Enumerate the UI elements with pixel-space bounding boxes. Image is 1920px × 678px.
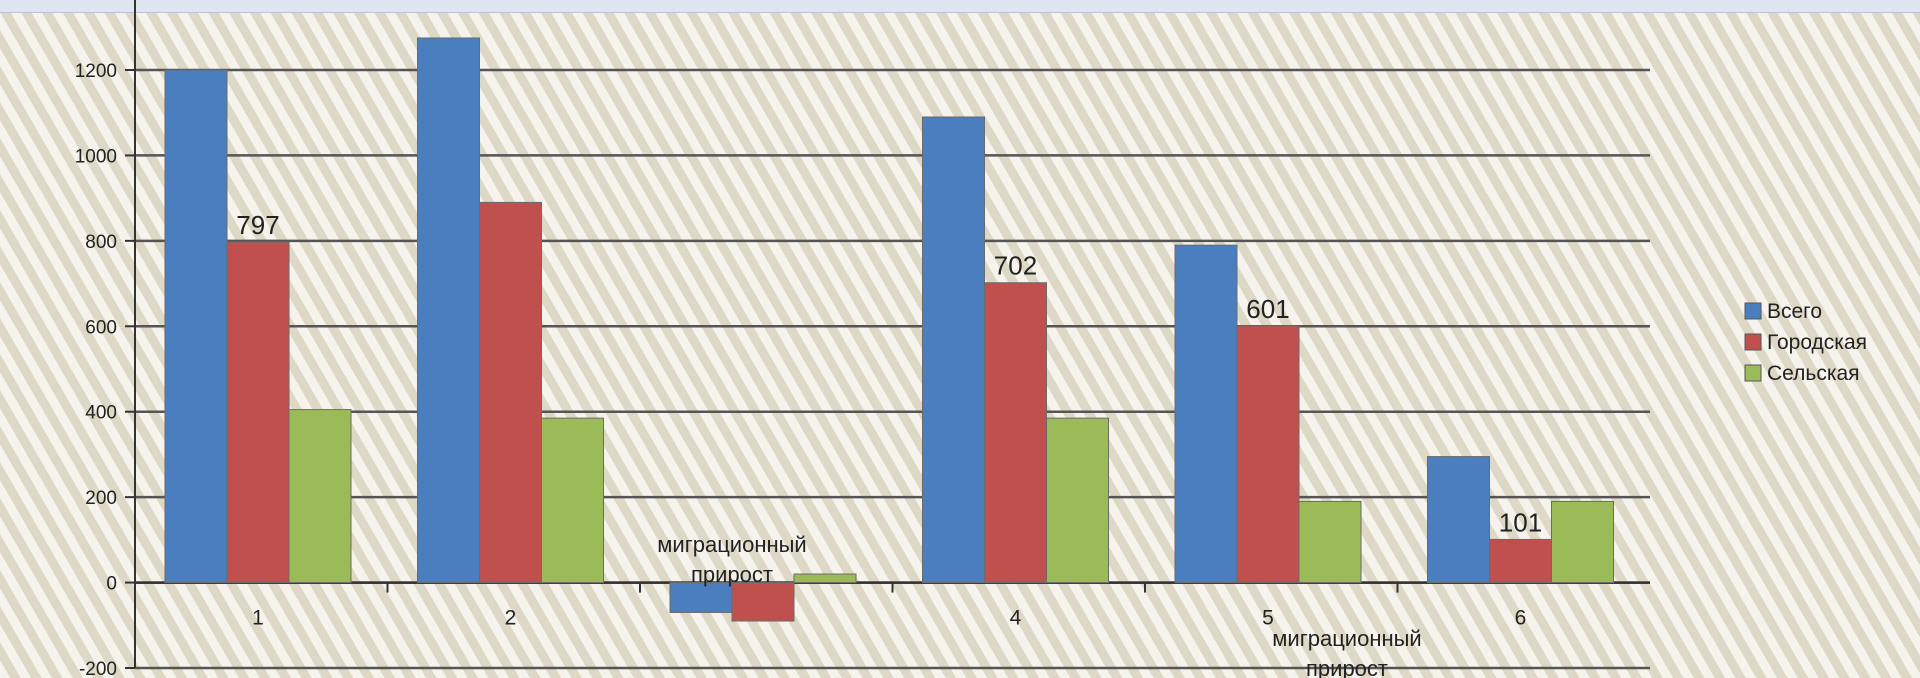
bar — [479, 201, 542, 584]
y-tick-label: 600 — [85, 317, 117, 338]
bar — [1174, 244, 1238, 584]
bar — [1046, 417, 1109, 584]
data-label: 601 — [1246, 294, 1289, 324]
annotation-text: миграционный — [657, 532, 806, 557]
y-tick-label: 1200 — [75, 61, 117, 82]
bar — [1551, 500, 1614, 584]
bar — [1298, 500, 1362, 584]
x-tick-label: 5 — [1262, 607, 1274, 630]
y-tick-label: 0 — [106, 574, 117, 595]
bar — [541, 417, 604, 584]
bar — [922, 116, 985, 584]
bar — [417, 37, 480, 584]
legend-swatch — [1744, 333, 1762, 351]
x-tick-label: 6 — [1515, 607, 1527, 630]
bar — [1427, 456, 1490, 584]
bar — [288, 409, 352, 584]
x-tick-label: 1 — [252, 607, 264, 630]
bar — [226, 241, 290, 584]
annotation-text: прирост — [691, 562, 773, 587]
annotation-text: миграционный — [1272, 626, 1421, 651]
annotation-text: прирост — [1306, 656, 1388, 678]
bar — [1489, 538, 1552, 584]
legend-label: Сельская — [1767, 362, 1860, 385]
data-label: 101 — [1499, 507, 1542, 537]
top-border-strip — [0, 0, 1920, 13]
bar — [1236, 325, 1300, 584]
bar — [669, 582, 733, 613]
y-tick-label: 800 — [85, 232, 117, 253]
legend-swatch — [1744, 302, 1762, 320]
bar — [731, 582, 795, 622]
bar — [984, 282, 1047, 584]
legend-swatch — [1744, 364, 1762, 382]
bar — [793, 573, 857, 584]
x-tick-label: 4 — [1010, 607, 1022, 630]
y-tick-label: 400 — [85, 403, 117, 424]
x-tick-label: 2 — [505, 607, 517, 630]
data-label: 797 — [236, 210, 279, 240]
bar — [164, 69, 228, 584]
y-tick-label: -200 — [79, 659, 117, 678]
data-label: 702 — [994, 251, 1037, 281]
legend-label: Всего — [1767, 300, 1822, 323]
legend-label: Городская — [1767, 331, 1867, 354]
y-tick-label: 1000 — [75, 146, 117, 167]
y-tick-label: 200 — [85, 488, 117, 509]
